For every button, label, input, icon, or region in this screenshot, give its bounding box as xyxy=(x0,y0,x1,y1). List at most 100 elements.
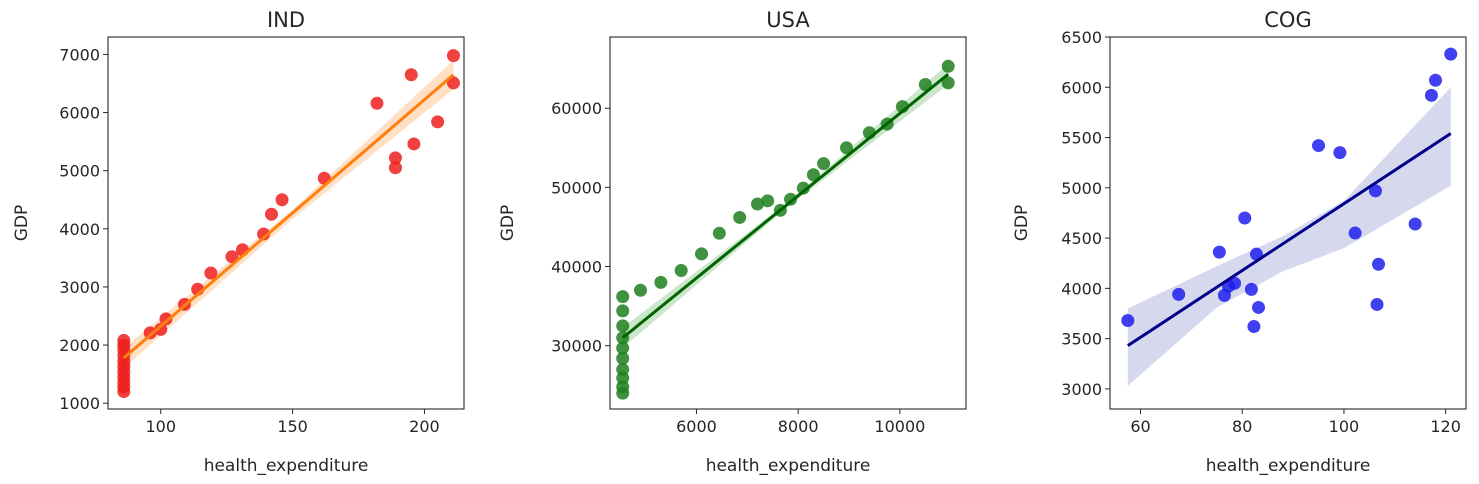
y-axis-label: GDP xyxy=(1012,205,1032,242)
data-point-29 xyxy=(941,76,955,90)
data-point-21 xyxy=(806,168,820,182)
data-point-6 xyxy=(1238,211,1252,225)
regression-line xyxy=(621,73,950,339)
data-point-23 xyxy=(839,141,853,155)
x-tick-label: 80 xyxy=(1232,417,1252,436)
y-axis-label: GDP xyxy=(12,205,32,242)
data-point-26 xyxy=(404,68,418,82)
confidence-band xyxy=(1127,87,1451,386)
y-tick-label: 5000 xyxy=(59,162,100,181)
data-point-20 xyxy=(1444,47,1458,61)
data-point-12 xyxy=(154,322,168,336)
data-point-14 xyxy=(1368,184,1382,198)
data-point-20 xyxy=(264,207,278,221)
y-axis-label: GDP xyxy=(498,205,518,242)
data-point-10 xyxy=(117,333,131,347)
data-point-28 xyxy=(941,59,955,73)
data-point-10 xyxy=(634,283,648,297)
data-point-17 xyxy=(1408,217,1422,231)
y-tick-label: 3000 xyxy=(59,278,100,297)
y-tick-label: 6500 xyxy=(1061,28,1102,47)
data-point-7 xyxy=(616,319,630,333)
subplot-title: COG xyxy=(1264,8,1311,32)
data-point-13 xyxy=(695,247,709,261)
y-tick-label: 4500 xyxy=(1061,229,1102,248)
regression-line xyxy=(122,73,455,359)
data-point-8 xyxy=(1247,320,1261,334)
data-point-8 xyxy=(616,304,630,318)
x-axis-label: health_expenditure xyxy=(1206,456,1371,476)
data-point-7 xyxy=(1244,282,1258,296)
data-point-16 xyxy=(750,197,764,211)
data-point-27 xyxy=(918,77,932,91)
data-point-13 xyxy=(159,312,173,326)
data-point-12 xyxy=(1333,146,1347,160)
data-point-19 xyxy=(784,192,798,206)
data-point-15 xyxy=(733,210,747,224)
data-point-2 xyxy=(1212,245,1226,259)
y-tick-label: 4000 xyxy=(59,220,100,239)
y-tick-label: 5500 xyxy=(1061,129,1102,148)
y-tick-label: 1000 xyxy=(59,394,100,413)
data-point-25 xyxy=(388,161,402,175)
y-tick-label: 30000 xyxy=(551,337,602,356)
subplot-usa: 6000 8000 10000 30000 40000 50000 60000 USA heal… xyxy=(498,8,967,476)
y-tick-label: 50000 xyxy=(551,178,602,197)
data-point-20 xyxy=(796,181,810,195)
data-point-30 xyxy=(446,76,460,90)
data-point-10 xyxy=(1252,300,1266,314)
data-point-5 xyxy=(616,341,630,355)
x-tick-label: 200 xyxy=(409,417,440,436)
data-point-9 xyxy=(616,290,630,304)
data-point-13 xyxy=(1348,226,1362,240)
data-point-5 xyxy=(1228,276,1242,290)
x-tick-label: 8000 xyxy=(778,417,819,436)
x-tick-label: 120 xyxy=(1430,417,1461,436)
x-tick-label: 6000 xyxy=(676,417,717,436)
data-point-4 xyxy=(616,351,630,365)
axes-frame xyxy=(107,36,465,410)
data-point-11 xyxy=(1312,139,1326,153)
data-point-0 xyxy=(1121,314,1135,328)
y-tick-label: 4000 xyxy=(1061,279,1102,298)
data-point-3 xyxy=(616,362,630,376)
y-tick-label: 6000 xyxy=(59,104,100,123)
x-tick-label: 60 xyxy=(1130,417,1150,436)
data-point-14 xyxy=(712,226,726,240)
data-point-16 xyxy=(204,266,218,280)
data-point-23 xyxy=(370,96,384,110)
data-point-18 xyxy=(1424,88,1438,102)
data-point-17 xyxy=(761,194,775,208)
subplot-ind: 100 150 200 1000 2000 3000 4000 5000 6000 7000 IND… xyxy=(12,8,465,476)
x-tick-label: 10000 xyxy=(874,417,925,436)
y-tick-label: 6000 xyxy=(1061,78,1102,97)
y-tick-label: 5000 xyxy=(1061,179,1102,198)
y-tick-label: 3000 xyxy=(1061,380,1102,399)
x-tick-label: 100 xyxy=(1329,417,1360,436)
confidence-band xyxy=(123,60,454,369)
subplot-cog: 60 80 100 120 3000 3500 4000 4500 5000 5500 6000 65… xyxy=(1012,8,1467,476)
y-tick-label: 60000 xyxy=(551,99,602,118)
x-axis-label: health_expenditure xyxy=(706,456,871,476)
subplot-title: IND xyxy=(267,8,305,32)
data-point-15 xyxy=(1370,297,1384,311)
axes-frame xyxy=(609,36,967,410)
axes-frame xyxy=(1109,36,1467,410)
x-tick-label: 150 xyxy=(277,417,308,436)
data-point-21 xyxy=(275,193,289,207)
data-point-28 xyxy=(431,115,445,129)
x-tick-label: 100 xyxy=(145,417,176,436)
y-tick-label: 2000 xyxy=(59,336,100,355)
data-point-16 xyxy=(1372,257,1386,271)
data-point-24 xyxy=(388,151,402,165)
data-point-19 xyxy=(1428,73,1442,87)
subplot-title: USA xyxy=(766,8,810,32)
y-tick-label: 40000 xyxy=(551,258,602,277)
data-point-1 xyxy=(1172,287,1186,301)
data-point-19 xyxy=(257,227,271,241)
y-tick-label: 3500 xyxy=(1061,330,1102,349)
data-point-27 xyxy=(407,137,421,151)
x-axis-label: health_expenditure xyxy=(204,456,369,476)
data-point-22 xyxy=(817,157,831,171)
